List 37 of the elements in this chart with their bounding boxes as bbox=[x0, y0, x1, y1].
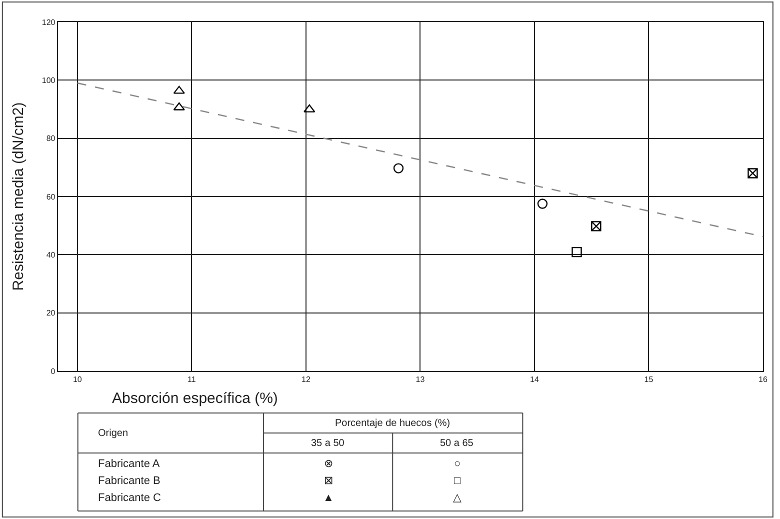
text: 50 a 65 bbox=[440, 438, 474, 449]
y-tick-label: 100 bbox=[42, 76, 56, 85]
y-tick-label: 0 bbox=[50, 366, 56, 376]
y-tick-label: 120 bbox=[42, 18, 56, 27]
point bbox=[393, 163, 404, 174]
point bbox=[304, 104, 316, 112]
y-tick-label: 60 bbox=[46, 192, 56, 202]
text: Porcentaje de huecos (%) bbox=[335, 418, 450, 429]
point bbox=[591, 221, 602, 232]
text: △ bbox=[453, 492, 462, 504]
text: Fabricante B bbox=[98, 475, 160, 487]
x-tick-label: 14 bbox=[530, 374, 540, 384]
text: 35 a 50 bbox=[311, 438, 345, 449]
point bbox=[537, 198, 548, 209]
x-tick-label: 10 bbox=[72, 374, 82, 384]
y-tick-label: 40 bbox=[46, 250, 56, 260]
y-axis-title: Resistencia media (dN/cm2) bbox=[10, 102, 28, 291]
point bbox=[572, 246, 582, 258]
point bbox=[748, 168, 758, 178]
point bbox=[173, 102, 185, 110]
x-tick-label: 12 bbox=[301, 374, 311, 384]
text: ⊗ bbox=[324, 458, 333, 470]
text: ⊠ bbox=[324, 475, 333, 487]
y-tick-label: 20 bbox=[46, 308, 56, 318]
x-tick-label: 16 bbox=[758, 374, 768, 384]
x-tick-label: 15 bbox=[644, 374, 654, 384]
point bbox=[173, 86, 185, 94]
text: Origen bbox=[98, 428, 128, 439]
text: □ bbox=[454, 475, 461, 487]
x-axis-title: Absorción específica (%) bbox=[112, 390, 278, 407]
text: ▲ bbox=[323, 492, 334, 504]
text: Fabricante C bbox=[98, 492, 162, 504]
y-tick-label: 80 bbox=[46, 134, 56, 144]
text: ○ bbox=[454, 458, 461, 470]
text: Fabricante A bbox=[98, 458, 160, 470]
x-tick-label: 11 bbox=[188, 374, 196, 384]
x-tick-label: 13 bbox=[416, 374, 426, 384]
